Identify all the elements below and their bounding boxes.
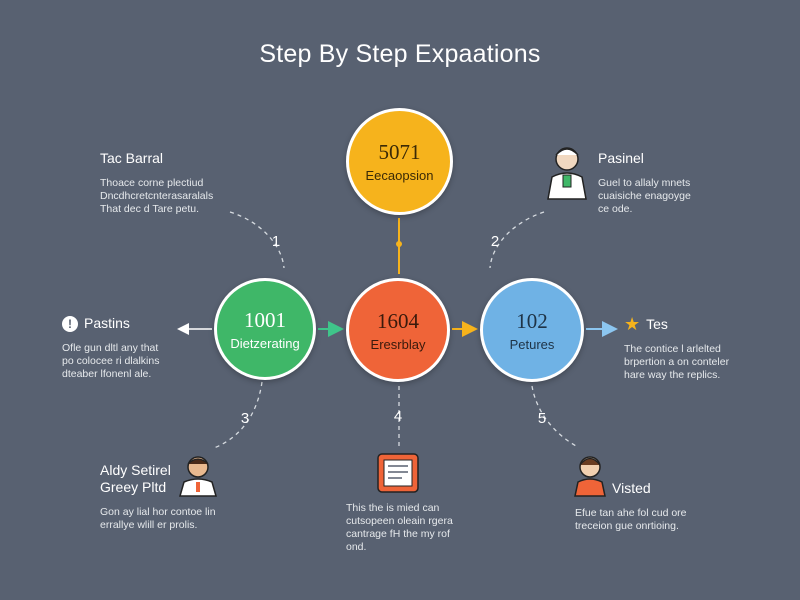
text-block-bottom-left: Aldy Setirel Greey Pltd Gon ay lial hor … xyxy=(100,462,240,532)
diagram-title: Step By Step Expaations xyxy=(259,40,541,68)
body-line: Ofle gun dltl any that xyxy=(62,342,159,354)
node-left-label: Dietzerating xyxy=(230,335,300,351)
node-right: 102 Petures xyxy=(480,278,584,382)
text-block-top-right: Pasinel Guel to allaly mnets cuaisiche e… xyxy=(598,150,708,216)
node-left: 1001 Dietzerating xyxy=(214,278,316,380)
node-center-label: Eresrblay xyxy=(370,336,426,352)
body-line: po colocee ri dlalkins xyxy=(62,355,160,367)
block-heading: Pasinel xyxy=(598,150,644,166)
step-number-5: 5 xyxy=(537,410,547,427)
node-left-number: 1001 xyxy=(244,307,286,332)
dashed-curve-step-3 xyxy=(213,381,263,449)
body-line: brpertion a on conteler xyxy=(624,356,730,368)
block-heading-row: ! Pastins xyxy=(62,315,182,332)
body-line: ce ode. xyxy=(598,203,633,215)
text-block-mid-left: ! Pastins Ofle gun dltl any that po colo… xyxy=(62,315,182,381)
person-avatar-icon xyxy=(179,456,217,497)
step-number-2: 2 xyxy=(490,233,500,250)
node-right-label: Petures xyxy=(509,336,555,352)
body-line: Efue tan ahe fol cud ore xyxy=(575,507,687,519)
block-body: Guel to allaly mnets cuaisiche enagoyge … xyxy=(598,177,708,216)
body-line: cantrage fH the my rof xyxy=(346,528,450,540)
block-heading: Tac Barral xyxy=(100,150,164,166)
body-line: cutsopeen oleain rgera xyxy=(346,515,453,527)
block-heading: Visted xyxy=(612,480,651,496)
body-line: dteaber lfonenl ale. xyxy=(62,368,152,380)
person-avatar-icon xyxy=(547,147,587,200)
node-top: 5071 Eecaopsion xyxy=(346,108,453,215)
connector-top-dot xyxy=(396,241,402,247)
block-body: Gon ay lial hor contoe lin errallye wlil… xyxy=(100,506,240,532)
block-body: Efue tan ahe fol cud ore treceion gue on… xyxy=(575,507,705,533)
node-center-number: 1604 xyxy=(377,308,419,333)
block-body: The contice l arlelted brpertion a on co… xyxy=(624,343,754,382)
step-number-4: 4 xyxy=(393,408,403,425)
document-illustration-icon xyxy=(377,453,419,493)
node-center: 1604 Eresrblay xyxy=(346,278,450,382)
text-block-mid-right: ★ Tes The contice l arlelted brpertion a… xyxy=(624,315,754,382)
body-line: This the is mied can xyxy=(346,502,440,514)
body-line: treceion gue onrtioing. xyxy=(575,520,679,532)
body-line: The contice l arlelted xyxy=(624,343,721,355)
dashed-curve-step-1 xyxy=(229,211,285,269)
block-heading-row: ★ Tes xyxy=(624,315,754,333)
block-body: This the is mied can cutsopeen oleain rg… xyxy=(346,502,466,554)
text-block-bottom-right: Visted Efue tan ahe fol cud ore treceion… xyxy=(575,480,705,533)
body-line: hare way the replics. xyxy=(624,369,721,381)
block-heading: Greey Pltd xyxy=(100,479,167,495)
dashed-curve-step-2 xyxy=(489,211,545,269)
node-top-label: Eecaopsion xyxy=(365,168,434,183)
body-line: errallye wlill er prolis. xyxy=(100,519,198,531)
body-line: Thoace corne plectiud xyxy=(100,177,204,189)
block-heading: Tes xyxy=(646,315,668,332)
body-line: Guel to allaly mnets xyxy=(598,177,691,189)
person-avatar-icon xyxy=(574,456,606,497)
body-line: That dec d Tare petu. xyxy=(100,203,200,215)
body-line: ond. xyxy=(346,541,367,553)
node-top-number: 5071 xyxy=(378,140,421,164)
text-block-top-left: Tac Barral Thoace corne plectiud Dncdhcr… xyxy=(100,150,240,216)
block-body: Ofle gun dltl any that po colocee ri dla… xyxy=(62,342,182,381)
block-body: Thoace corne plectiud Dncdhcretcnterasar… xyxy=(100,177,240,216)
body-line: Dncdhcretcnterasaralals xyxy=(100,190,214,202)
step-number-1: 1 xyxy=(271,233,281,250)
node-right-number: 102 xyxy=(516,308,548,333)
body-line: cuaisiche enagoyge xyxy=(598,190,691,202)
body-line: Gon ay lial hor contoe lin xyxy=(100,506,216,518)
step-number-3: 3 xyxy=(240,410,250,427)
text-block-bottom-center: This the is mied can cutsopeen oleain rg… xyxy=(346,502,466,554)
info-icon: ! xyxy=(62,315,78,332)
block-heading: Aldy Setirel xyxy=(100,462,171,478)
block-heading: Pastins xyxy=(84,315,130,331)
star-icon: ★ xyxy=(624,314,641,334)
